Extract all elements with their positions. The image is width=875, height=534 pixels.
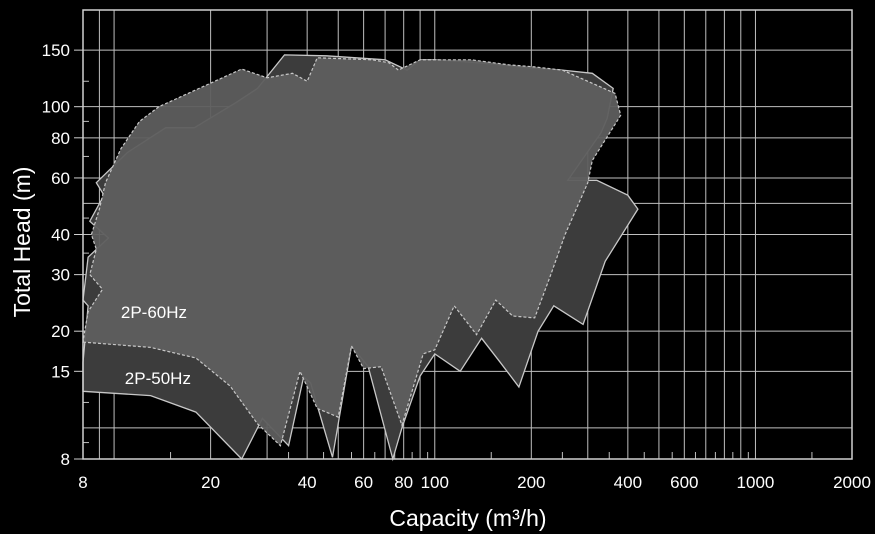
- x-tick-label: 400: [614, 473, 642, 492]
- x-tick-label: 100: [421, 473, 449, 492]
- x-tick-label: 8: [78, 473, 87, 492]
- x-tick-label: 200: [517, 473, 545, 492]
- region-labels: 2P-60Hz 2P-50Hz: [121, 303, 191, 388]
- y-tick-label: 30: [51, 266, 70, 285]
- y-tick-label: 20: [51, 322, 70, 341]
- y-tick-label: 80: [51, 129, 70, 148]
- x-tick-label: 600: [670, 473, 698, 492]
- label-2p-50hz: 2P-50Hz: [125, 369, 191, 388]
- y-tick-label: 60: [51, 169, 70, 188]
- y-axis-title: Total Head (m): [9, 167, 35, 318]
- region-2p-60hz: [82, 57, 622, 447]
- y-tick-label: 150: [42, 41, 70, 60]
- tick-labels: 8 20 40 60 80 100 200 400 600 1000 2000 8 15 20 30 40 60…: [42, 41, 871, 492]
- y-tick-label: 15: [51, 362, 70, 381]
- y-tick-label: 8: [61, 450, 70, 469]
- label-2p-60hz: 2P-60Hz: [121, 303, 187, 322]
- x-tick-label: 20: [201, 473, 220, 492]
- y-tick-label: 100: [42, 98, 70, 117]
- x-tick-label: 60: [354, 473, 373, 492]
- regions: [82, 54, 639, 462]
- y-tick-label: 40: [51, 226, 70, 245]
- x-tick-label: 1000: [737, 473, 775, 492]
- x-tick-label: 2000: [833, 473, 871, 492]
- x-tick-label: 40: [298, 473, 317, 492]
- x-axis-title: Capacity (m³/h): [389, 505, 546, 531]
- x-tick-label: 80: [394, 473, 413, 492]
